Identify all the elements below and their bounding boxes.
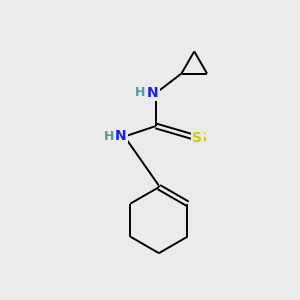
Text: H: H bbox=[104, 130, 114, 143]
Text: N: N bbox=[147, 86, 158, 100]
Text: N: N bbox=[115, 130, 127, 143]
Text: N: N bbox=[115, 130, 127, 143]
Text: S: S bbox=[197, 131, 207, 145]
Text: S: S bbox=[192, 131, 203, 145]
Text: H: H bbox=[104, 130, 114, 143]
Text: H: H bbox=[135, 86, 146, 100]
Text: H: H bbox=[135, 86, 146, 100]
Text: N: N bbox=[147, 86, 158, 100]
